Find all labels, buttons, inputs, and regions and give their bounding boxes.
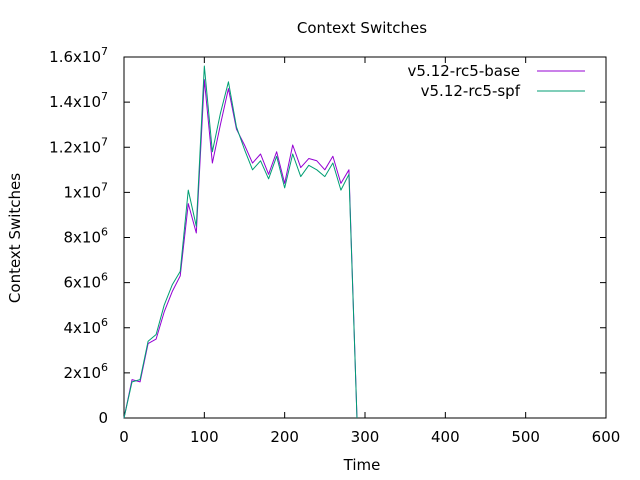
x-tick-label: 0 xyxy=(119,428,129,446)
y-tick-label: 2x106 xyxy=(63,361,108,382)
y-tick-label: 1x107 xyxy=(63,180,108,201)
plot-frame xyxy=(123,56,607,419)
x-tick-label: 200 xyxy=(270,428,299,446)
y-tick-label: 4x106 xyxy=(63,316,108,337)
series-lines xyxy=(123,65,358,419)
legend-label: v5.12-rc5-base xyxy=(408,62,521,80)
series-line-1 xyxy=(123,79,358,419)
x-tick-label: 600 xyxy=(592,428,621,446)
chart-title: Context Switches xyxy=(297,19,427,37)
y-axis-label: Context Switches xyxy=(6,173,24,303)
y-tick-label: 8x106 xyxy=(63,226,108,247)
x-tick-label: 400 xyxy=(431,428,460,446)
y-tick-label: 1.6x107 xyxy=(49,45,108,66)
x-tick-label: 100 xyxy=(190,428,219,446)
x-tick-label: 300 xyxy=(351,428,380,446)
y-tick-label: 6x106 xyxy=(63,271,108,292)
y-tick-label: 1.4x107 xyxy=(49,90,108,111)
x-tick-label: 500 xyxy=(511,428,540,446)
y-tick-label: 0 xyxy=(98,409,108,427)
axes: 0 100 200 300 400 500 600 0 2x106 4x106 6x106 8x106… xyxy=(49,45,620,446)
legend: v5.12-rc5-base v5.12-rc5-spf xyxy=(408,62,585,100)
y-tick-label: 1.2x107 xyxy=(49,135,108,156)
legend-label: v5.12-rc5-spf xyxy=(421,82,521,100)
x-axis-label: Time xyxy=(343,456,381,474)
series-line-2 xyxy=(123,65,358,419)
